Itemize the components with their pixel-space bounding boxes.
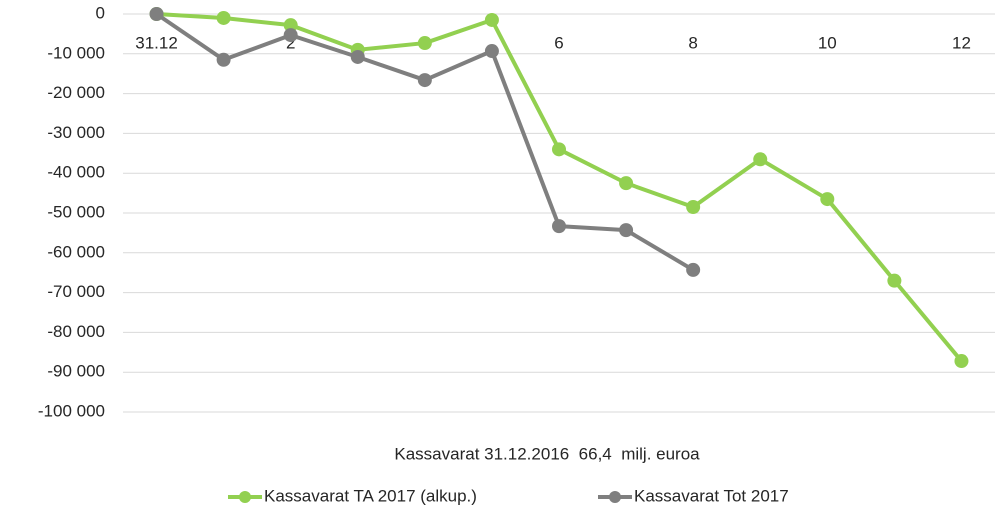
- y-tick-label: -10 000: [47, 43, 105, 62]
- data-point: [484, 12, 499, 27]
- y-tick-label: -20 000: [47, 83, 105, 102]
- data-point: [417, 36, 432, 51]
- annotation: Kassavarat 31.12.2016 66,4 milj. euroa: [394, 444, 700, 463]
- data-point: [686, 200, 701, 215]
- data-point: [484, 44, 499, 59]
- data-point: [820, 192, 835, 207]
- data-point: [954, 354, 969, 369]
- data-point: [686, 262, 701, 277]
- x-tick-label: 10: [818, 33, 837, 52]
- data-point: [216, 10, 231, 25]
- data-point: [350, 49, 365, 64]
- y-tick-label: -60 000: [47, 242, 105, 261]
- data-point: [552, 142, 566, 157]
- x-tick-label: 12: [952, 33, 971, 52]
- data-point: [619, 176, 634, 191]
- y-tick-label: -50 000: [47, 202, 105, 221]
- data-point: [552, 219, 566, 234]
- legend-marker: [609, 491, 621, 503]
- series-line: [156, 12, 963, 363]
- data-point: [887, 273, 902, 288]
- data-point: [619, 223, 634, 238]
- x-tick-label: 2: [286, 33, 295, 52]
- y-tick-label: 0: [96, 3, 105, 22]
- data-point: [216, 52, 231, 67]
- data-point: [753, 152, 768, 167]
- y-tick-label: -80 000: [47, 322, 105, 341]
- y-tick-label: -40 000: [47, 163, 105, 182]
- data-point: [149, 7, 164, 21]
- data-point: [283, 18, 298, 33]
- legend-marker: [239, 491, 251, 503]
- y-tick-label: -30 000: [47, 123, 105, 142]
- legend-label: Kassavarat Tot 2017: [634, 486, 789, 505]
- x-tick-label: 6: [554, 33, 563, 52]
- y-tick-label: -90 000: [47, 362, 105, 381]
- y-tick-label: -100 000: [38, 401, 105, 420]
- data-point: [283, 28, 298, 43]
- data-point: [417, 73, 432, 88]
- y-tick-label: -70 000: [47, 282, 105, 301]
- x-tick-label: 8: [688, 33, 697, 52]
- x-tick-label: 31.12: [135, 33, 178, 52]
- legend-label: Kassavarat TA 2017 (alkup.): [264, 486, 477, 505]
